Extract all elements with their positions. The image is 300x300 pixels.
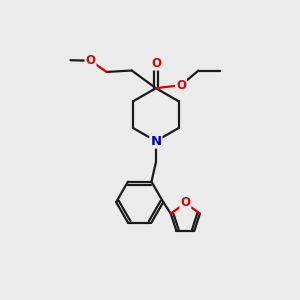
Text: O: O <box>85 54 95 67</box>
Text: O: O <box>151 57 161 70</box>
Text: O: O <box>176 79 186 92</box>
Text: O: O <box>180 196 190 209</box>
Text: N: N <box>150 135 161 148</box>
